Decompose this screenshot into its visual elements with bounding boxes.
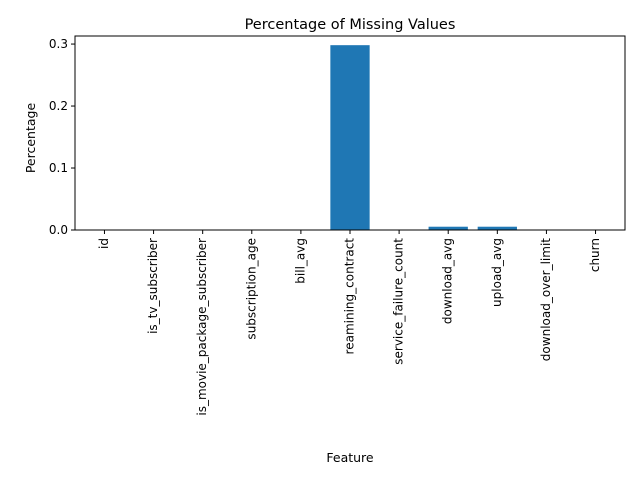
x-tick-label-churn: churn: [588, 238, 602, 272]
x-tick-label-subscription-age: subscription_age: [244, 238, 258, 340]
y-tick-label: 0.2: [49, 99, 68, 113]
x-tick-label-is-movie-package-subscriber: is_movie_package_subscriber: [195, 238, 209, 416]
x-tick-label-id: id: [97, 238, 111, 249]
bar-reamining-contract: [330, 45, 370, 231]
bar-download-avg: [428, 226, 468, 230]
y-tick-label: 0.0: [49, 223, 68, 237]
chart-title: Percentage of Missing Values: [245, 17, 456, 33]
bars-group: [330, 45, 517, 231]
bar-upload-avg: [477, 226, 517, 230]
y-axis-label: Percentage: [23, 103, 38, 174]
x-tick-label-download-avg: download_avg: [441, 238, 455, 324]
x-tick-label-service-failure-count: service_failure_count: [392, 238, 406, 365]
y-axis: 0.0 0.1 0.2 0.3: [49, 37, 75, 237]
y-tick-label: 0.1: [49, 161, 68, 175]
x-tick-label-reamining-contract: reamining_contract: [343, 238, 357, 355]
x-axis: id is_tv_subscriber is_movie_package_subsc…: [97, 230, 602, 416]
x-tick-label-upload-avg: upload_avg: [490, 238, 504, 307]
x-axis-label: Feature: [326, 450, 374, 465]
x-tick-label-is-tv-subscriber: is_tv_subscriber: [146, 238, 160, 334]
y-tick-label: 0.3: [49, 37, 68, 51]
x-tick-label-download-over-limit: download_over_limit: [539, 238, 553, 361]
x-tick-label-bill-avg: bill_avg: [293, 238, 307, 284]
